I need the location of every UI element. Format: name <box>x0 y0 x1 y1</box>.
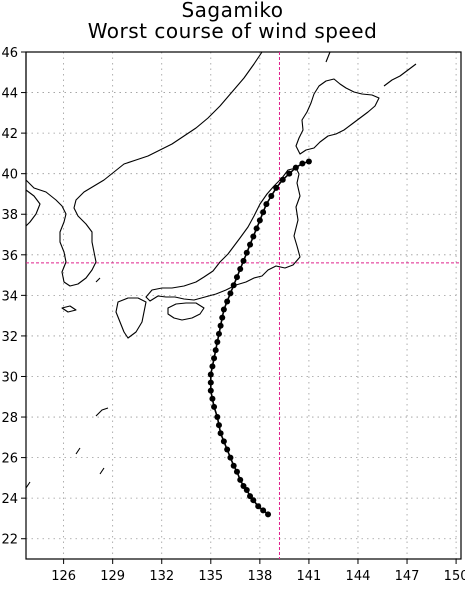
coast-tsushima <box>95 277 101 283</box>
title-line-1: Sagamiko <box>181 0 284 22</box>
track-point <box>233 274 240 281</box>
y-tick-label: 36 <box>1 249 18 264</box>
track-point <box>260 209 267 216</box>
y-tick-label: 22 <box>1 533 18 548</box>
coast-asia <box>25 51 263 287</box>
track-point <box>247 241 254 248</box>
track-point <box>224 446 231 453</box>
track-point <box>237 476 244 483</box>
y-tick-label: 44 <box>1 87 18 102</box>
coast-kyushu <box>115 297 147 339</box>
track-point <box>219 314 226 321</box>
track-point <box>265 511 272 518</box>
y-tick-label: 34 <box>1 289 18 304</box>
track-point <box>256 217 263 224</box>
track-point <box>230 282 237 289</box>
track-point <box>253 225 260 232</box>
track-point <box>207 379 214 386</box>
y-tick-label: 42 <box>1 127 18 142</box>
track-point <box>220 438 227 445</box>
latitude-tick-labels: 22 24 26 28 30 32 34 36 38 40 42 44 46 <box>1 46 26 548</box>
map-title: Sagamiko Worst course of wind speed <box>0 0 465 42</box>
track-point <box>292 164 299 171</box>
track-point <box>305 158 312 165</box>
site-crosshair <box>26 52 461 559</box>
track-point <box>209 363 216 370</box>
track-point <box>237 265 244 272</box>
x-tick-label: 150 <box>444 569 465 584</box>
coast-china <box>25 189 41 227</box>
track-point <box>230 462 237 469</box>
plot-border <box>25 51 462 560</box>
x-tick-label: 138 <box>247 569 272 584</box>
x-tick-label: 141 <box>296 569 321 584</box>
track-point <box>243 487 250 494</box>
track-point <box>279 176 286 183</box>
track-point <box>240 257 247 264</box>
coast-hokkaido <box>295 78 380 155</box>
track-point <box>214 339 221 346</box>
y-tick-label: 28 <box>1 411 18 426</box>
track-point <box>215 422 222 429</box>
track-point <box>286 170 293 177</box>
y-tick-label: 40 <box>1 168 18 183</box>
y-tick-label: 46 <box>1 46 18 61</box>
track-point <box>233 468 240 475</box>
track-point <box>217 322 224 329</box>
track-point <box>211 355 218 362</box>
track-point <box>215 330 222 337</box>
coast-jeju <box>61 305 77 313</box>
coast-kurils <box>383 63 417 87</box>
track-line <box>210 160 310 516</box>
track-series <box>207 158 312 518</box>
title-line-2: Worst course of wind speed <box>87 19 378 43</box>
coast-nansei <box>75 407 109 475</box>
track-point <box>299 160 306 167</box>
coastlines <box>25 51 417 489</box>
coast-taiwan <box>25 481 31 489</box>
track-point <box>255 503 262 510</box>
y-tick-label: 26 <box>1 452 18 467</box>
track-point <box>247 493 254 500</box>
longitude-tick-labels: 126 129 132 135 138 141 144 147 150 <box>51 559 465 584</box>
plot-frame <box>25 51 462 560</box>
track-point <box>268 192 275 199</box>
track-point <box>211 403 218 410</box>
track-point <box>260 507 267 514</box>
track-point <box>273 184 280 191</box>
coast-sakhalin <box>325 51 331 63</box>
track-point <box>212 347 219 354</box>
track-point <box>217 430 224 437</box>
x-tick-label: 147 <box>395 569 420 584</box>
coast-shikoku <box>167 302 205 321</box>
track-point <box>209 395 216 402</box>
track-point <box>243 249 250 256</box>
track-point <box>220 306 227 313</box>
y-tick-label: 32 <box>1 330 18 345</box>
track-point <box>250 233 257 240</box>
track-point <box>227 290 234 297</box>
track-point <box>227 454 234 461</box>
track-point <box>214 414 221 421</box>
x-tick-label: 135 <box>198 569 223 584</box>
x-tick-label: 132 <box>149 569 174 584</box>
track-point <box>240 482 247 489</box>
x-tick-label: 126 <box>51 569 76 584</box>
track-point <box>207 371 214 378</box>
coast-honshu <box>145 167 301 302</box>
grid-lines <box>26 51 461 559</box>
x-tick-label: 144 <box>346 569 371 584</box>
track-point <box>207 387 214 394</box>
track-point <box>224 298 231 305</box>
y-tick-label: 38 <box>1 208 18 223</box>
y-tick-label: 30 <box>1 370 18 385</box>
y-tick-label: 24 <box>1 492 18 507</box>
track-point <box>250 497 257 504</box>
x-tick-label: 129 <box>100 569 125 584</box>
track-point <box>263 201 270 208</box>
